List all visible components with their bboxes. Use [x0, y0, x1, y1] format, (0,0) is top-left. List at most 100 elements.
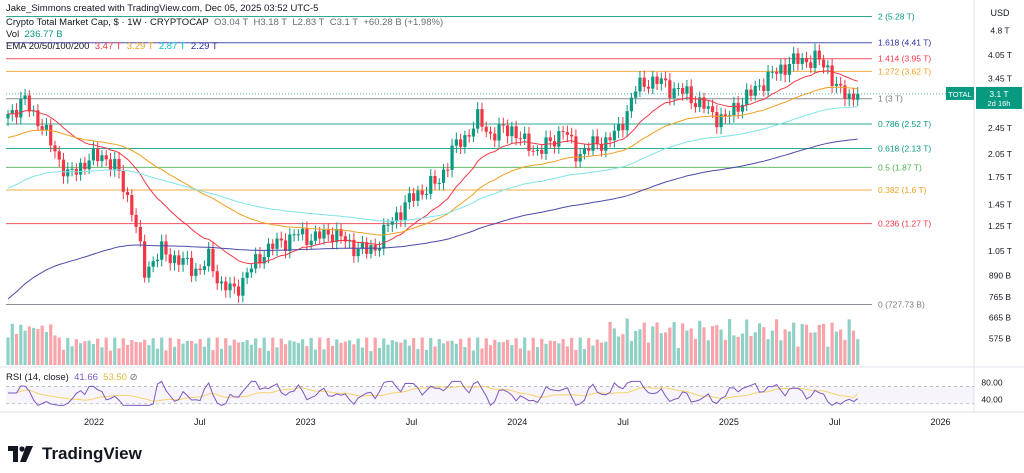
symbol-legend[interactable]: Crypto Total Market Cap, $ · 1W · CRYPTO…: [6, 17, 444, 28]
volume-bar: [552, 341, 557, 365]
rsi-line: [8, 380, 858, 407]
time-tick-label: Jul: [829, 417, 841, 427]
volume-bar: [185, 340, 189, 365]
volume-bar: [318, 337, 322, 365]
candle-body: [685, 86, 689, 94]
volume-bar: [6, 337, 10, 365]
last-price-badge-label-bg: [946, 86, 974, 100]
candle-body: [561, 131, 565, 133]
candle-body: [19, 98, 23, 118]
volume-bar: [266, 350, 271, 365]
volume-bar: [356, 338, 360, 365]
volume-bar: [339, 342, 343, 365]
volume-bar: [450, 340, 454, 365]
price-tick-label: 1.45 T: [988, 199, 1012, 209]
candle-body: [177, 255, 181, 265]
candle-body: [437, 182, 441, 184]
candle-body: [693, 103, 698, 108]
volume-bar: [775, 319, 779, 365]
volume-bar: [399, 342, 403, 365]
candle-body: [493, 133, 497, 141]
volume-bar: [719, 329, 723, 365]
candle-body: [318, 231, 322, 239]
candle-body: [6, 114, 10, 119]
volume-bar: [638, 329, 642, 365]
candle-body: [185, 257, 189, 259]
volume-bar: [177, 338, 181, 365]
volume-bar: [172, 346, 177, 365]
volume-bar: [14, 333, 19, 365]
price-tick-label: 4.8 T: [990, 25, 1009, 35]
volume-bar: [715, 325, 719, 365]
candle-body: [544, 137, 548, 154]
candle-body: [548, 137, 552, 142]
volume-bar: [604, 341, 608, 365]
candle-body: [100, 155, 104, 162]
volume-bar: [23, 330, 27, 365]
volume-bar: [501, 342, 505, 365]
candle-body: [740, 104, 745, 112]
volume-bar: [215, 337, 219, 365]
candle-body: [676, 87, 680, 89]
volume-bar: [134, 342, 138, 365]
candle-body: [480, 109, 484, 127]
volume-bar: [429, 337, 433, 365]
volume-bar: [194, 343, 198, 365]
volume-bar: [10, 323, 14, 365]
candle-body: [301, 228, 305, 235]
candle-body: [715, 112, 719, 128]
ema-legend[interactable]: EMA 20/50/100/200 3.47 T 3.29 T 2.87 T 2…: [6, 41, 218, 52]
candle-body: [463, 135, 467, 147]
candle-body: [821, 59, 826, 68]
volume-bar: [561, 339, 565, 365]
volume-bar: [813, 332, 817, 365]
candle-body: [749, 89, 753, 96]
volume-legend[interactable]: Vol 236.77 B: [6, 29, 63, 40]
candle-body: [629, 97, 634, 112]
last-price-badge-value: 3.1 T: [989, 89, 1008, 99]
candle-body: [104, 155, 108, 160]
volume-bar: [800, 323, 804, 365]
volume-bar: [70, 346, 74, 365]
volume-bar: [83, 341, 87, 365]
candle-body: [732, 102, 736, 116]
volume-bar: [843, 339, 847, 365]
candle-body: [407, 193, 411, 203]
time-tick-label: 2022: [84, 417, 104, 427]
volume-bar: [621, 334, 625, 365]
rsi-legend[interactable]: RSI (14, close) 41.66 53.50 ⊘: [6, 372, 138, 383]
volume-bar: [288, 340, 292, 365]
candle-body: [612, 130, 616, 141]
rsi-tick-label: 40.00: [981, 394, 1003, 404]
volume-bar: [224, 338, 228, 365]
volume-bar: [710, 326, 715, 365]
volume-bar: [672, 322, 676, 365]
time-tick-label: 2023: [296, 417, 316, 427]
price-tick-label: 1.05 T: [988, 246, 1012, 256]
volume-bar: [190, 340, 194, 365]
time-tick-label: Jul: [194, 417, 206, 427]
volume-bar: [279, 338, 283, 365]
time-tick-label: Jul: [617, 417, 629, 427]
volume-bar: [698, 320, 702, 365]
candle-body: [540, 149, 544, 154]
volume-bar: [484, 338, 488, 365]
volume-bar: [544, 343, 548, 365]
volume-bar: [493, 339, 497, 365]
volume-bar: [382, 338, 386, 365]
candle-body: [322, 229, 326, 239]
volume-bar: [271, 337, 275, 365]
volume-bar: [125, 344, 130, 365]
volume-bar: [642, 322, 646, 365]
volume-bar: [232, 339, 236, 365]
ema-100-line: [7, 106, 858, 222]
fib-level-label: 1.414 (3.95 T): [878, 54, 931, 64]
tradingview-logo[interactable]: TradingView: [8, 444, 142, 464]
time-tick-label: 2024: [507, 417, 527, 427]
volume-bar: [582, 349, 587, 365]
volume-bar: [57, 337, 61, 365]
candle-body: [343, 236, 347, 242]
volume-bar: [441, 343, 446, 365]
eye-icon[interactable]: ⊘: [129, 372, 138, 383]
